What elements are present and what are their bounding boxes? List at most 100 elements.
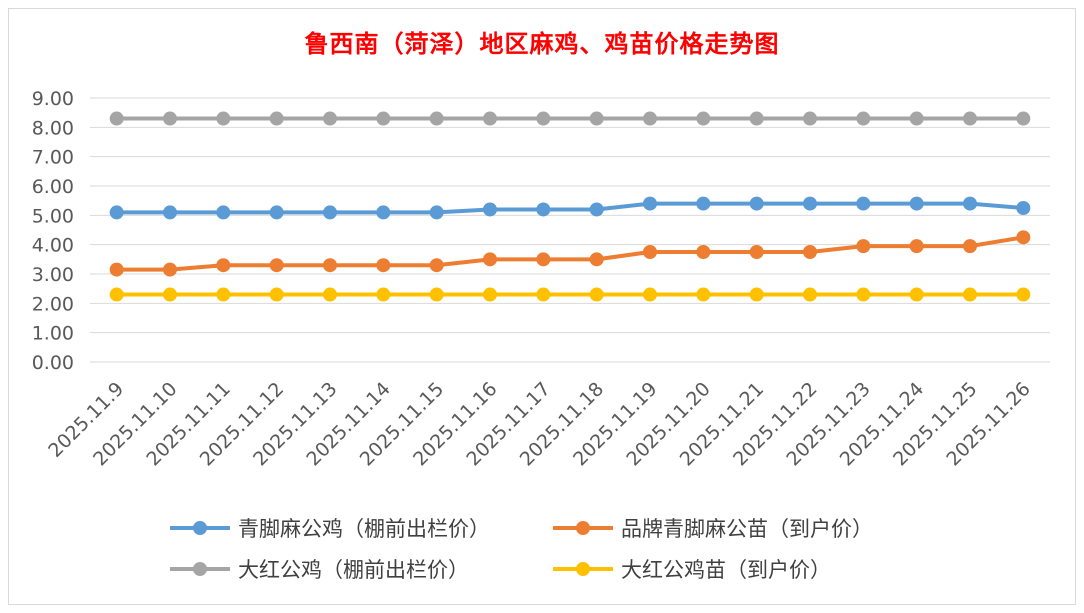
data-point: [269, 111, 284, 126]
data-point: [269, 205, 284, 220]
data-point: [216, 111, 231, 126]
data-point: [376, 287, 391, 302]
legend-label: 大红公鸡（棚前出栏价）: [238, 558, 469, 582]
data-point: [483, 287, 497, 302]
data-point: [963, 239, 977, 254]
data-point: [109, 262, 124, 277]
data-point: [749, 196, 764, 211]
y-tick-label: 7.00: [32, 147, 74, 169]
data-point: [163, 205, 177, 220]
y-tick-label: 0.00: [32, 352, 74, 374]
data-point: [749, 287, 764, 302]
data-point: [1016, 111, 1031, 126]
data-point: [643, 245, 657, 259]
data-point: [216, 287, 231, 302]
y-tick-label: 5.00: [32, 205, 74, 227]
data-point: [109, 111, 124, 126]
legend-marker: [576, 562, 590, 576]
data-point: [643, 287, 657, 302]
data-point: [589, 111, 604, 126]
series-line: [116, 201, 1024, 215]
data-point: [963, 111, 977, 126]
x-axis-ticks: 2025.11.92025.11.102025.11.112025.11.122…: [44, 378, 1035, 470]
y-axis-ticks: 0.00 1.00 2.00 3.00 4.00 5.00 6.00 7.00 8.00 9.00: [32, 88, 74, 374]
data-point: [643, 111, 657, 126]
data-point: [429, 205, 444, 220]
legend-marker: [193, 521, 207, 535]
y-tick-label: 4.00: [32, 235, 74, 257]
legend-label: 大红公鸡苗（到户价）: [621, 558, 831, 582]
y-tick-label: 8.00: [32, 117, 74, 139]
chart-frame: [8, 8, 1076, 605]
data-point: [429, 258, 444, 273]
data-point: [269, 258, 284, 273]
legend-marker: [193, 562, 207, 576]
data-point: [216, 258, 231, 273]
data-point: [109, 205, 124, 220]
data-point: [163, 262, 177, 277]
data-point: [376, 205, 391, 220]
data-point: [856, 239, 871, 254]
data-point: [963, 287, 977, 302]
data-point: [749, 245, 764, 259]
data-point: [376, 111, 391, 126]
chart-title: 鲁西南（菏泽）地区麻鸡、鸡苗价格走势图: [304, 29, 780, 58]
legend-marker: [576, 521, 590, 535]
data-point: [803, 196, 817, 211]
y-tick-label: 6.00: [32, 176, 74, 198]
data-point: [323, 258, 337, 273]
y-tick-label: 9.00: [32, 88, 74, 110]
data-point: [803, 245, 817, 259]
data-point: [963, 196, 977, 211]
data-point: [696, 245, 711, 259]
data-point: [536, 111, 551, 126]
data-point: [536, 202, 551, 217]
data-point: [1016, 287, 1031, 302]
data-point: [483, 202, 497, 217]
data-point: [376, 258, 391, 273]
data-point: [1016, 201, 1031, 215]
data-point: [856, 196, 871, 211]
data-point: [536, 252, 551, 267]
data-point: [536, 287, 551, 302]
data-point: [909, 111, 924, 126]
data-point: [323, 287, 337, 302]
data-point: [429, 287, 444, 302]
data-point: [909, 239, 924, 254]
series-lines: [109, 111, 1031, 302]
y-tick-label: 3.00: [32, 264, 74, 286]
data-point: [696, 287, 711, 302]
y-tick-label: 1.00: [32, 323, 74, 345]
data-point: [589, 287, 604, 302]
series-line: [116, 235, 1024, 272]
data-point: [643, 196, 657, 211]
data-point: [749, 111, 764, 126]
legend: 青脚麻公鸡（棚前出栏价） 品牌青脚麻公苗（到户价） 大红公鸡（棚前出栏价） 大红公鸡苗…: [170, 517, 873, 582]
data-point: [429, 111, 444, 126]
data-point: [269, 287, 284, 302]
data-point: [163, 287, 177, 302]
data-point: [1016, 230, 1031, 245]
legend-label: 青脚麻公鸡（棚前出栏价）: [238, 517, 490, 541]
data-point: [483, 252, 497, 267]
data-point: [589, 202, 604, 217]
data-point: [696, 111, 711, 126]
data-point: [323, 111, 337, 126]
data-point: [803, 287, 817, 302]
data-point: [803, 111, 817, 126]
data-point: [589, 252, 604, 267]
data-point: [323, 205, 337, 220]
data-point: [909, 196, 924, 211]
legend-label: 品牌青脚麻公苗（到户价）: [621, 517, 873, 541]
data-point: [483, 111, 497, 126]
data-point: [163, 111, 177, 126]
y-tick-label: 2.00: [32, 293, 74, 315]
data-point: [856, 111, 871, 126]
data-point: [909, 287, 924, 302]
data-point: [856, 287, 871, 302]
data-point: [216, 205, 231, 220]
gridlines: [90, 97, 1050, 363]
data-point: [109, 287, 124, 302]
data-point: [696, 196, 711, 211]
